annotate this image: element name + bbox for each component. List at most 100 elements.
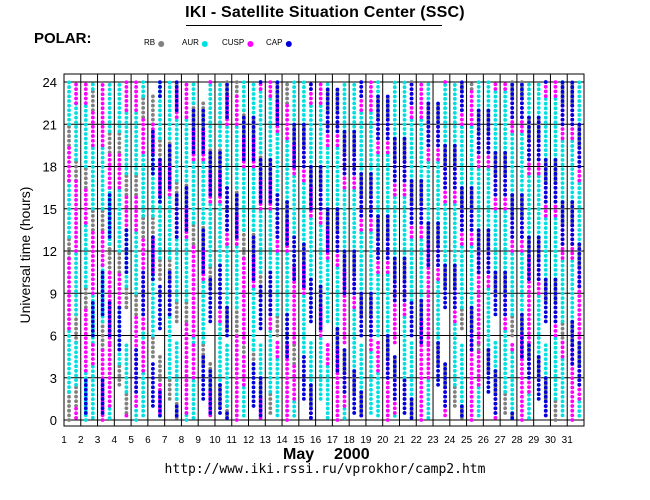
dot-aur [67,380,71,385]
dot-aur [285,266,289,270]
dot-aur [301,298,306,303]
dot-aur-track2 [359,162,364,167]
dot-aur-track2 [225,171,229,176]
dot-aur-track2 [309,359,313,364]
dot-cusp [100,106,105,111]
dot-aur [134,111,139,116]
dot-cusp [335,418,340,422]
dot-aur [520,256,524,261]
dot-aur-track2 [309,240,313,244]
dot-cusp [83,220,88,225]
dot-aur [436,193,440,197]
dot-cusp-track2 [241,289,246,294]
dot-aur [117,352,122,357]
dot-aur-track2 [174,256,179,261]
dot-cap [520,211,524,216]
dot-aur-track2 [309,118,313,122]
dot-aur-track2 [560,286,565,291]
dot-cusp-track2 [292,326,297,331]
dot-aur-track2 [409,261,414,266]
dot-rb-track2 [292,352,297,357]
dot-cusp-track2 [141,368,146,373]
dot-rb [234,84,239,89]
dot-aur [67,235,71,239]
dot-rb-track2 [241,246,246,251]
dot-aur [301,94,306,99]
dot-cap [436,124,440,129]
dot-aur [553,341,558,346]
dot-cusp-track2 [90,254,95,258]
dot-cap [285,340,289,345]
dot-cusp [234,334,239,339]
dot-aur [486,98,491,103]
dot-aur-track2 [325,282,330,287]
dot-aur-track2 [241,200,246,204]
dot-aur [369,134,373,139]
dot-aur-track2 [141,413,146,418]
dot-aur [352,345,357,350]
dot-cap [402,155,407,160]
dot-aur-track2 [325,188,330,193]
dot-cap [285,237,289,242]
dot-aur [520,293,524,298]
dot-aur [469,148,474,153]
dot-aur-track2 [342,92,347,97]
dot-aur [469,286,474,291]
dot-aur [553,230,558,235]
dot-aur-track2 [527,402,531,406]
dot-cusp [100,239,105,244]
dot-aur [234,153,239,157]
dot-cap [251,134,256,139]
dot-cusp [234,399,239,404]
dot-cap [536,249,541,254]
dot-aur [486,319,491,324]
dot-aur [335,183,340,188]
dot-cap [251,235,256,240]
dot-aur [234,162,239,167]
dot-aur-track2 [459,282,464,286]
dot-aur-track2 [392,89,397,94]
dot-cap [469,333,474,338]
dot-cap [218,272,222,277]
dot-cusp [134,200,139,204]
dot-aur-track2 [493,260,498,265]
dot-cap [352,411,357,415]
dot-aur-track2 [158,237,162,242]
dot-rb [469,82,474,87]
dot-aur-track2 [225,282,229,286]
dot-aur-track2 [309,230,313,235]
dot-aur [402,366,407,371]
dot-cap [452,291,457,296]
dot-cusp-track2 [90,282,95,286]
dot-rb-track2 [158,364,162,369]
dot-aur-track2 [74,341,78,345]
dot-aur [385,158,390,162]
dot-aur [452,359,457,364]
dot-aur [251,195,256,200]
dot-rb-track2 [208,275,213,279]
dot-aur [570,300,575,305]
dot-cusp-track2 [241,364,246,369]
dot-aur [436,294,440,298]
dot-rb [151,108,155,113]
dot-cusp [100,115,105,120]
dot-cusp [285,394,289,399]
dot-cap [151,249,155,254]
dot-aur [234,249,239,254]
dot-cusp [100,353,105,357]
dot-cap [218,300,222,305]
dot-aur [251,214,256,218]
dot-cap [419,197,424,202]
dot-cusp [184,355,189,360]
dot-aur-track2 [426,402,431,406]
dot-aur-track2 [174,174,179,178]
dot-cap [100,303,105,307]
dot-aur [369,240,373,245]
dot-aur-track2 [275,270,280,275]
dot-cap [218,277,222,282]
dot-cap [553,305,558,310]
dot-cusp-track2 [376,141,380,146]
dot-aur-track2 [510,183,515,188]
dot-aur-track2 [510,146,515,151]
dot-rb-track2 [74,174,78,178]
